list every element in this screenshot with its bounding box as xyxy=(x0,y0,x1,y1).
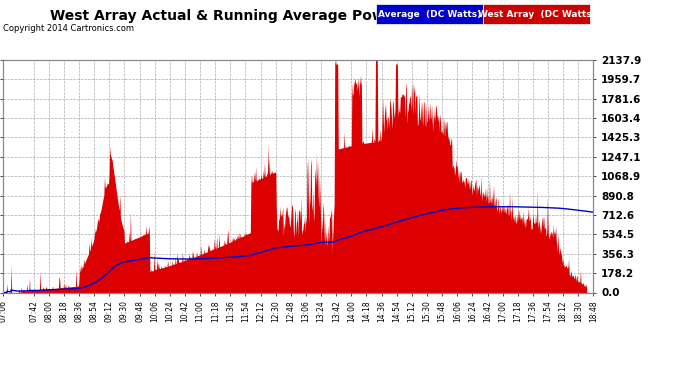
Text: West Array  (DC Watts): West Array (DC Watts) xyxy=(477,10,595,18)
Text: West Array Actual & Running Average Power Thu Mar 13 18:58: West Array Actual & Running Average Powe… xyxy=(50,9,544,23)
Text: Average  (DC Watts): Average (DC Watts) xyxy=(378,10,481,18)
Text: Copyright 2014 Cartronics.com: Copyright 2014 Cartronics.com xyxy=(3,24,135,33)
